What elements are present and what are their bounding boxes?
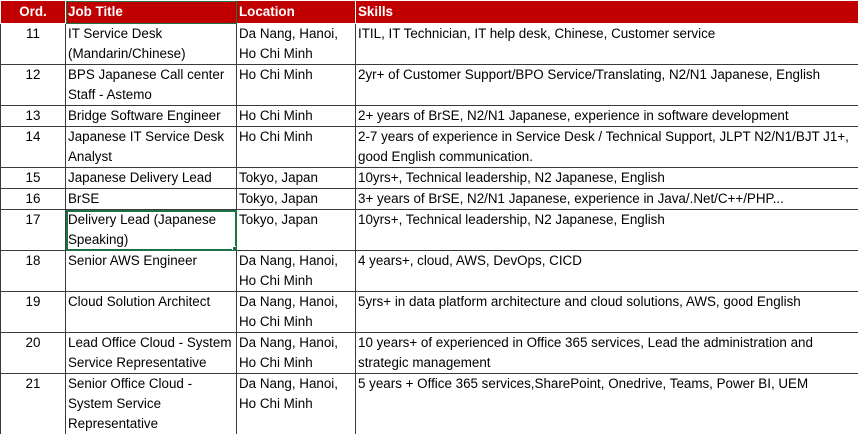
cell-ord[interactable]: 15 <box>1 168 66 189</box>
cell-job-title[interactable]: Lead Office Cloud - System Service Repre… <box>66 333 237 374</box>
cell-job-title[interactable]: BrSE <box>66 189 237 210</box>
table-row: 15 Japanese Delivery Lead Tokyo, Japan 1… <box>1 168 858 189</box>
cell-skills[interactable]: 10yrs+, Technical leadership, N2 Japanes… <box>356 168 858 189</box>
cell-skills[interactable]: 5yrs+ in data platform architecture and … <box>356 292 858 333</box>
cell-location[interactable]: Tokyo, Japan <box>237 168 356 189</box>
header-row: Ord. Job Title Location Skills <box>1 1 858 24</box>
header-job-title[interactable]: Job Title <box>66 1 237 24</box>
cell-skills[interactable]: 4 years+, cloud, AWS, DevOps, CICD <box>356 251 858 292</box>
table-row: 14 Japanese IT Service Desk Analyst Ho C… <box>1 127 858 168</box>
cell-location[interactable]: Da Nang, Hanoi, Ho Chi Minh <box>237 251 356 292</box>
cell-job-title[interactable]: Cloud Solution Architect <box>66 292 237 333</box>
cell-skills[interactable]: 10 years+ of experienced in Office 365 s… <box>356 333 858 374</box>
cell-location[interactable]: Tokyo, Japan <box>237 189 356 210</box>
cell-ord[interactable]: 13 <box>1 106 66 127</box>
cell-ord[interactable]: 17 <box>1 210 66 251</box>
cell-skills[interactable]: 10yrs+, Technical leadership, N2 Japanes… <box>356 210 858 251</box>
header-skills[interactable]: Skills <box>356 1 858 24</box>
table-row: 18 Senior AWS Engineer Da Nang, Hanoi, H… <box>1 251 858 292</box>
cell-ord[interactable]: 11 <box>1 24 66 65</box>
cell-job-title[interactable]: Japanese Delivery Lead <box>66 168 237 189</box>
cell-skills[interactable]: 2+ years of BrSE, N2/N1 Japanese, experi… <box>356 106 858 127</box>
cell-job-title[interactable]: IT Service Desk (Mandarin/Chinese) <box>66 24 237 65</box>
cell-job-title-selected[interactable]: Delivery Lead (Japanese Speaking) <box>66 210 237 251</box>
cell-job-title[interactable]: BPS Japanese Call center Staff - Astemo <box>66 65 237 106</box>
header-ord[interactable]: Ord. <box>1 1 66 24</box>
cell-skills[interactable]: 2yr+ of Customer Support/BPO Service/Tra… <box>356 65 858 106</box>
table-row: 13 Bridge Software Engineer Ho Chi Minh … <box>1 106 858 127</box>
table-row: 11 IT Service Desk (Mandarin/Chinese) Da… <box>1 24 858 65</box>
cell-job-title[interactable]: Senior AWS Engineer <box>66 251 237 292</box>
cell-location[interactable]: Tokyo, Japan <box>237 210 356 251</box>
table-row: 17 Delivery Lead (Japanese Speaking) Tok… <box>1 210 858 251</box>
cell-ord[interactable]: 14 <box>1 127 66 168</box>
cell-ord[interactable]: 19 <box>1 292 66 333</box>
cell-ord[interactable]: 12 <box>1 65 66 106</box>
table-row: 16 BrSE Tokyo, Japan 3+ years of BrSE, N… <box>1 189 858 210</box>
cell-skills[interactable]: ITIL, IT Technician, IT help desk, Chine… <box>356 24 858 65</box>
cell-ord[interactable]: 18 <box>1 251 66 292</box>
cell-skills[interactable]: 3+ years of BrSE, N2/N1 Japanese, experi… <box>356 189 858 210</box>
cell-location[interactable]: Da Nang, Hanoi, Ho Chi Minh <box>237 24 356 65</box>
cell-location[interactable]: Da Nang, Hanoi, Ho Chi Minh <box>237 292 356 333</box>
table-row: 19 Cloud Solution Architect Da Nang, Han… <box>1 292 858 333</box>
cell-location[interactable]: Da Nang, Hanoi, Ho Chi Minh <box>237 333 356 374</box>
cell-location[interactable]: Ho Chi Minh <box>237 106 356 127</box>
cell-job-title[interactable]: Bridge Software Engineer <box>66 106 237 127</box>
header-location[interactable]: Location <box>237 1 356 24</box>
table-row: 20 Lead Office Cloud - System Service Re… <box>1 333 858 374</box>
cell-ord[interactable]: 20 <box>1 333 66 374</box>
cell-skills[interactable]: 2-7 years of experience in Service Desk … <box>356 127 858 168</box>
cell-location[interactable]: Ho Chi Minh <box>237 65 356 106</box>
cell-ord[interactable]: 16 <box>1 189 66 210</box>
cell-location[interactable]: Ho Chi Minh <box>237 127 356 168</box>
cell-job-title[interactable]: Japanese IT Service Desk Analyst <box>66 127 237 168</box>
table-row: 12 BPS Japanese Call center Staff - Aste… <box>1 65 858 106</box>
